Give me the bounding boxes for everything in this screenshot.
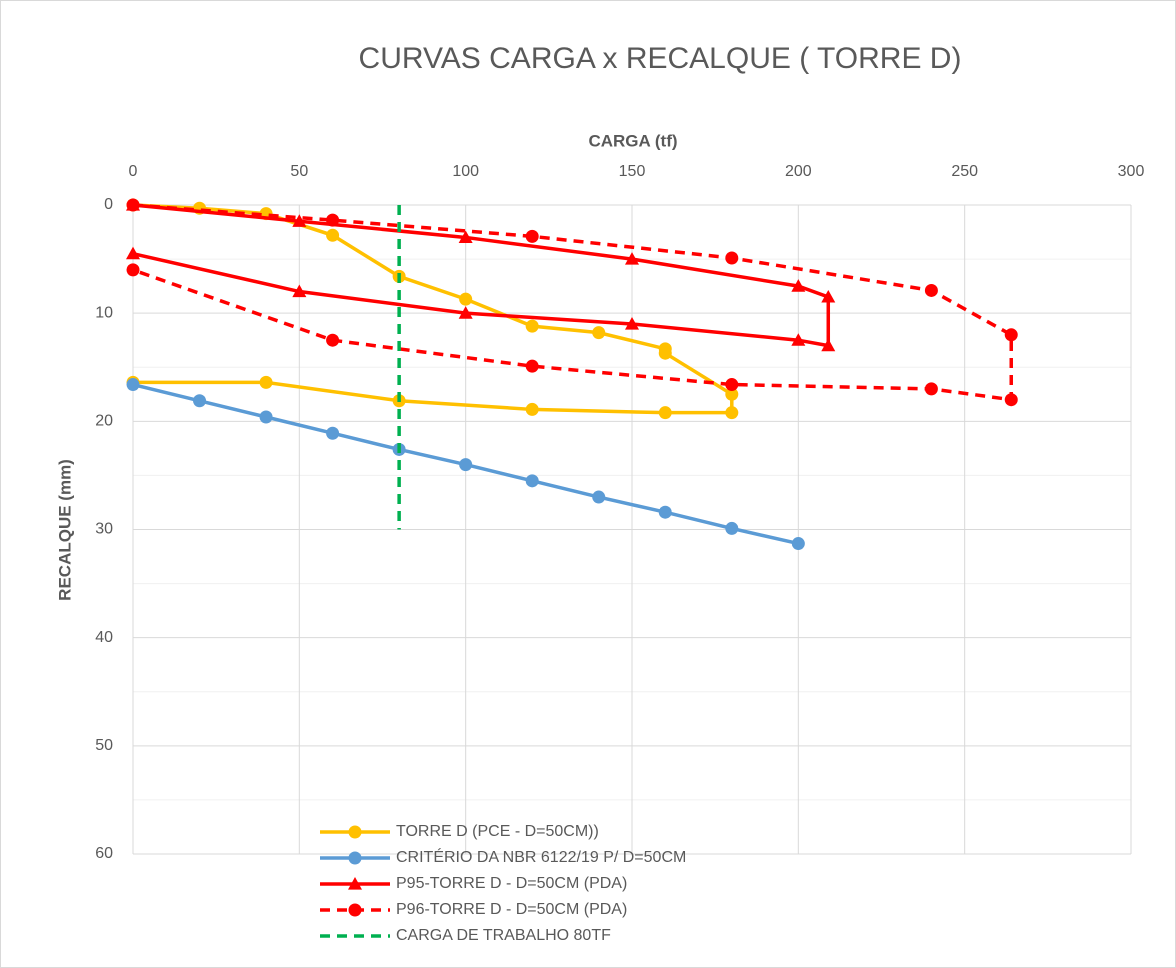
point	[791, 279, 806, 292]
legend-item: CARGA DE TRABALHO 80TF	[320, 927, 611, 944]
point	[1004, 328, 1018, 342]
legend-marker	[348, 903, 362, 917]
point	[725, 378, 739, 392]
legend-item: CRITÉRIO DA NBR 6122/19 P/ D=50CM	[320, 847, 686, 866]
x-tick-label: 250	[951, 163, 978, 180]
point	[625, 252, 639, 265]
series-line	[132, 203, 1013, 402]
point	[658, 505, 672, 519]
y-tick-label: 50	[95, 737, 113, 754]
point	[525, 319, 539, 333]
point	[658, 346, 672, 360]
legend-item: TORRE D (PCE - D=50CM))	[320, 823, 599, 840]
legend-item: P96-TORRE D - D=50CM (PDA)	[320, 901, 627, 918]
legend-marker	[348, 851, 362, 865]
legend-label: P96-TORRE D - D=50CM (PDA)	[396, 901, 627, 918]
point	[525, 474, 539, 488]
x-tick-label: 300	[1118, 163, 1145, 180]
point	[725, 406, 739, 420]
x-tick-label: 0	[129, 163, 138, 180]
chart-title: CURVAS CARGA x RECALQUE ( TORRE D)	[359, 42, 962, 75]
series	[126, 198, 1018, 407]
y-tick-label: 20	[95, 413, 113, 430]
point	[821, 289, 836, 303]
grid	[132, 204, 1132, 855]
point	[592, 326, 606, 340]
point	[126, 198, 140, 212]
point	[791, 537, 805, 551]
legend-item: P95-TORRE D - D=50CM (PDA)	[320, 875, 627, 892]
point	[458, 306, 473, 319]
legend-marker	[348, 877, 362, 890]
x-tick-label: 200	[785, 163, 812, 180]
y-axis-label: RECALQUE (mm)	[55, 459, 74, 601]
legend-label: P95-TORRE D - D=50CM (PDA)	[396, 875, 627, 892]
x-tick-label: 100	[452, 163, 479, 180]
point	[326, 333, 340, 347]
point	[725, 251, 739, 265]
point	[126, 378, 140, 392]
point	[259, 375, 273, 389]
y-tick-label: 40	[95, 629, 113, 646]
x-tick-label: 150	[619, 163, 646, 180]
point	[725, 521, 739, 535]
point	[924, 382, 938, 396]
x-axis-label: CARGA (tf)	[588, 131, 677, 150]
series	[126, 378, 805, 551]
point	[458, 230, 473, 244]
point	[525, 402, 539, 416]
legend-label: CRITÉRIO DA NBR 6122/19 P/ D=50CM	[396, 847, 686, 866]
point	[592, 490, 606, 504]
y-tick-label: 30	[95, 521, 113, 538]
series-line	[132, 203, 831, 348]
point	[292, 284, 307, 298]
point	[791, 333, 806, 346]
y-tick-label: 0	[104, 196, 113, 213]
point	[292, 214, 307, 227]
point	[459, 292, 473, 306]
y-tick-label: 10	[95, 304, 113, 321]
point	[924, 283, 938, 297]
point	[259, 410, 273, 424]
point	[658, 406, 672, 420]
point	[1004, 393, 1018, 407]
point	[525, 229, 539, 243]
legend-label: TORRE D (PCE - D=50CM))	[396, 823, 599, 840]
point	[625, 316, 639, 330]
point	[459, 458, 473, 472]
point	[525, 359, 539, 373]
x-tick-label: 50	[290, 163, 308, 180]
point	[126, 263, 140, 277]
point	[193, 394, 207, 408]
point	[326, 213, 340, 227]
point	[326, 426, 340, 440]
legend-label: CARGA DE TRABALHO 80TF	[396, 927, 611, 944]
point	[821, 338, 836, 352]
point	[326, 228, 340, 242]
y-tick-label: 60	[95, 845, 113, 862]
series	[126, 198, 739, 420]
point	[725, 387, 739, 401]
point	[126, 246, 140, 260]
legend-marker	[348, 825, 362, 839]
